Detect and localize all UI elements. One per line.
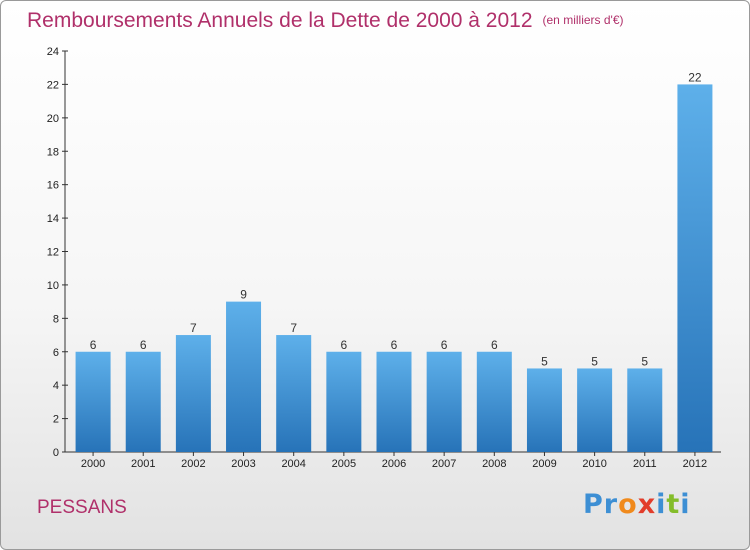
bar-value-label: 7 (190, 321, 197, 335)
bar-value-label: 6 (391, 338, 398, 352)
y-tick-label: 8 (53, 313, 59, 325)
y-tick-label: 14 (47, 213, 59, 225)
x-tick-label: 2010 (582, 458, 606, 470)
logo-letter: t (666, 489, 681, 520)
bar-value-label: 7 (290, 321, 297, 335)
bar-value-label: 5 (591, 354, 598, 368)
x-tick-label: 2008 (482, 458, 506, 470)
bar (326, 351, 362, 452)
logo-letter: r (603, 489, 619, 520)
chart-title-text: Remboursements Annuels de la Dette de 20… (27, 9, 533, 32)
bar-value-label: 6 (90, 338, 97, 352)
bar (376, 351, 412, 452)
bar-value-label: 5 (641, 354, 648, 368)
chart-subtitle: (en milliers d'€) (542, 13, 624, 27)
x-tick-label: 2003 (231, 458, 255, 470)
bar-value-label: 6 (441, 338, 448, 352)
logo-letter: i (680, 489, 691, 520)
x-tick-label: 2009 (532, 458, 556, 470)
bar (526, 368, 562, 452)
x-tick-label: 2012 (683, 458, 707, 470)
logo-letter: x (637, 489, 657, 520)
logo-letter: i (656, 489, 667, 520)
bar-value-label: 22 (688, 70, 702, 84)
bar (276, 335, 312, 452)
x-tick-label: 2000 (81, 458, 105, 470)
y-tick-label: 22 (47, 79, 59, 91)
x-tick-label: 2002 (181, 458, 205, 470)
bar-value-label: 5 (541, 354, 548, 368)
y-tick-label: 16 (47, 180, 59, 192)
bar-value-label: 6 (140, 338, 147, 352)
x-tick-label: 2007 (432, 458, 456, 470)
y-tick-label: 20 (47, 113, 59, 125)
bar (75, 351, 111, 452)
bar (476, 351, 512, 452)
bar-value-label: 9 (240, 288, 247, 302)
y-tick-label: 2 (53, 414, 59, 426)
logo-letter: o (618, 489, 638, 520)
y-tick-label: 0 (53, 447, 59, 459)
bar-value-label: 6 (491, 338, 498, 352)
bar (577, 368, 613, 452)
y-tick-label: 18 (47, 146, 59, 158)
x-tick-label: 2005 (332, 458, 356, 470)
bar (175, 335, 211, 452)
y-tick-label: 24 (47, 46, 59, 58)
logo-letter: P (583, 489, 604, 520)
x-tick-label: 2006 (382, 458, 406, 470)
y-tick-label: 6 (53, 347, 59, 359)
bar (426, 351, 462, 452)
y-tick-label: 12 (47, 247, 59, 259)
bar (627, 368, 663, 452)
proxiti-logo: Proxiti (583, 489, 691, 520)
y-tick-label: 4 (53, 380, 59, 392)
place-name: PESSANS (37, 497, 127, 518)
chart-title: Remboursements Annuels de la Dette de 20… (27, 9, 624, 33)
bar-value-label: 6 (341, 338, 348, 352)
bar (125, 351, 161, 452)
y-tick-label: 10 (47, 280, 59, 292)
bar (226, 301, 262, 452)
bar (677, 84, 713, 453)
x-tick-label: 2001 (131, 458, 155, 470)
x-tick-label: 2004 (281, 458, 305, 470)
x-tick-label: 2011 (633, 458, 657, 470)
